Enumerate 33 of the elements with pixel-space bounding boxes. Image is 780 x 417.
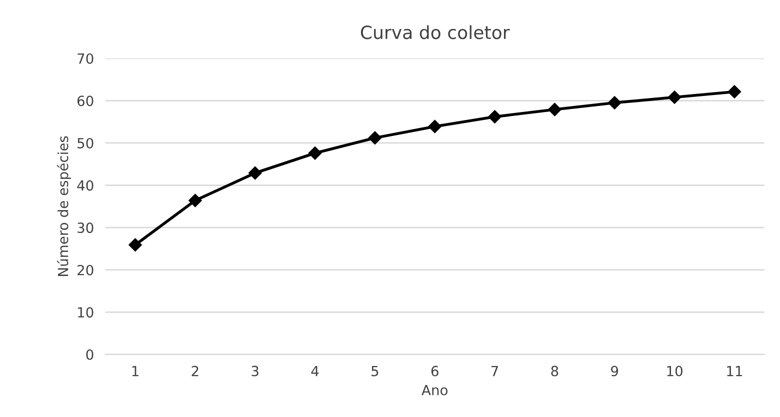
point <box>428 120 442 134</box>
x-tick-label: 1 <box>132 366 138 376</box>
y-tick-label: 10 <box>78 307 94 318</box>
point <box>668 90 682 104</box>
x-tick-label: 2 <box>192 366 198 376</box>
chart-title: Curva do coletor <box>360 25 510 40</box>
x-tick-label: 10 <box>667 366 682 376</box>
point <box>128 238 142 252</box>
y-tick-label: 0 <box>86 349 94 360</box>
point <box>248 166 262 180</box>
x-tick-label: 3 <box>252 366 258 376</box>
y-axis-title: Número de espécies <box>56 136 71 276</box>
x-tick-label: 4 <box>311 366 319 376</box>
x-tick-label: 7 <box>491 366 498 376</box>
point <box>608 96 622 110</box>
x-axis-title: Ano <box>422 384 448 396</box>
point <box>188 194 202 208</box>
y-tick-label: 50 <box>78 138 94 148</box>
x-tick-label: 8 <box>551 366 558 376</box>
point <box>308 146 322 160</box>
y-tick-label: 70 <box>78 53 94 64</box>
point <box>488 110 502 124</box>
y-tick-label: 20 <box>78 264 94 276</box>
y-tick-label: 30 <box>78 222 94 234</box>
y-tick-label: 60 <box>77 96 94 106</box>
x-tick-label: 11 <box>727 366 742 376</box>
x-tick-label: 5 <box>372 366 378 376</box>
point <box>368 131 382 144</box>
y-tick-label: 40 <box>77 180 94 191</box>
x-tick-label: 6 <box>431 366 438 376</box>
point <box>728 85 742 98</box>
x-tick-label: 9 <box>611 366 618 376</box>
point <box>548 102 562 116</box>
